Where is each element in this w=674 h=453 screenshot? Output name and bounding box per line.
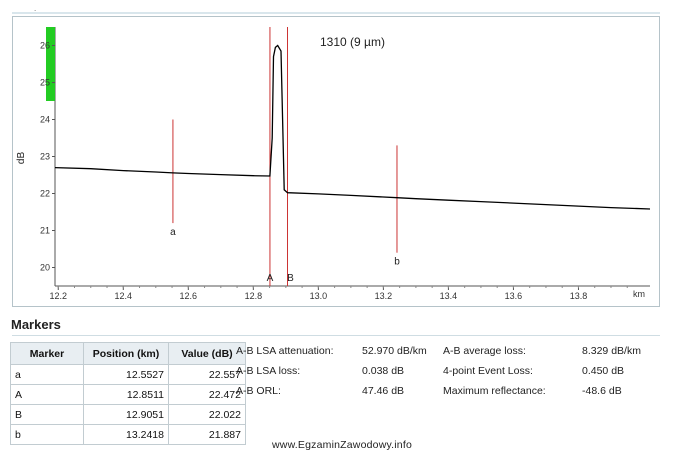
top-marker-dot: . bbox=[34, 4, 37, 13]
value-cell: 22.472 bbox=[168, 384, 246, 405]
stat-value-average-loss: 8.329 dB/km bbox=[582, 345, 641, 357]
x-tick-label: 12.2 bbox=[49, 291, 67, 301]
stat-value-lsa-attenuation: 52.970 dB/km bbox=[362, 345, 427, 357]
plot-frame bbox=[12, 16, 660, 307]
x-tick-label: 13.4 bbox=[440, 291, 458, 301]
y-tick-label: 23 bbox=[40, 152, 50, 162]
x-tick-label: 12.6 bbox=[180, 291, 198, 301]
stat-label-lsa-attenuation: A-B LSA attenuation: bbox=[236, 345, 334, 357]
value-cell: 22.557 bbox=[168, 364, 246, 385]
x-tick-label: 12.8 bbox=[245, 291, 263, 301]
x-tick-label: 13.8 bbox=[570, 291, 588, 301]
stat-label-event-loss: 4-point Event Loss: bbox=[443, 365, 533, 377]
col-position-header: Position (km) bbox=[83, 342, 169, 365]
marker-cell: A bbox=[10, 384, 84, 405]
x-tick-label: 13.2 bbox=[375, 291, 393, 301]
position-cell: 13.2418 bbox=[83, 424, 169, 445]
value-cell: 21.887 bbox=[168, 424, 246, 445]
markers-table: Marker Position (km) Value (dB) a 12.552… bbox=[10, 342, 246, 445]
y-tick-label: 22 bbox=[40, 189, 50, 199]
table-row[interactable]: A 12.8511 22.472 bbox=[10, 384, 246, 405]
y-axis-label: dB bbox=[16, 152, 27, 165]
chart-title: 1310 (9 µm) bbox=[320, 35, 385, 49]
otdr-trace-chart[interactable]: 20 21 22 23 24 25 26 12.2 12.4 12.6 12.8 13.0 13.2 13… bbox=[0, 0, 674, 307]
col-value-header: Value (dB) bbox=[168, 342, 246, 365]
y-tick-label: 25 bbox=[40, 78, 50, 88]
stat-value-lsa-loss: 0.038 dB bbox=[362, 365, 405, 377]
marker-cell: a bbox=[10, 364, 84, 385]
table-row[interactable]: b 13.2418 21.887 bbox=[10, 424, 246, 445]
stat-label-orl: A-B ORL: bbox=[236, 385, 281, 397]
stat-label-max-reflectance: Maximum reflectance: bbox=[443, 385, 546, 397]
table-row[interactable]: a 12.5527 22.557 bbox=[10, 364, 246, 385]
watermark-text: www.EgzaminZawodowy.info bbox=[272, 439, 412, 451]
position-cell: 12.9051 bbox=[83, 404, 169, 425]
table-row[interactable]: B 12.9051 22.022 bbox=[10, 404, 246, 425]
y-tick-label: 24 bbox=[40, 115, 50, 125]
y-tick-label: 21 bbox=[40, 226, 50, 236]
marker-cell: B bbox=[10, 404, 84, 425]
x-tick-label: 13.0 bbox=[310, 291, 328, 301]
markers-divider bbox=[12, 335, 660, 336]
marker-label-A: A bbox=[267, 273, 274, 284]
y-tick-label: 20 bbox=[40, 263, 50, 273]
stat-label-average-loss: A-B average loss: bbox=[443, 345, 526, 357]
y-tick-label: 26 bbox=[40, 41, 50, 51]
top-divider bbox=[12, 12, 660, 14]
marker-cell: b bbox=[10, 424, 84, 445]
trace-line bbox=[54, 44, 651, 210]
marker-label-B: B bbox=[287, 273, 294, 284]
value-cell: 22.022 bbox=[168, 404, 246, 425]
range-indicator-bar bbox=[46, 27, 55, 101]
stat-label-lsa-loss: A-B LSA loss: bbox=[236, 365, 301, 377]
marker-label-a: a bbox=[170, 227, 176, 238]
marker-label-b: b bbox=[394, 257, 400, 268]
position-cell: 12.5527 bbox=[83, 364, 169, 385]
position-cell: 12.8511 bbox=[83, 384, 169, 405]
markers-title: Markers bbox=[11, 317, 61, 332]
stat-value-event-loss: 0.450 dB bbox=[582, 365, 625, 377]
x-axis-unit-label: km bbox=[633, 289, 645, 299]
x-tick-label: 13.6 bbox=[505, 291, 523, 301]
stat-value-orl: 47.46 dB bbox=[362, 385, 405, 397]
col-marker-header: Marker bbox=[10, 342, 84, 365]
x-tick-label: 12.4 bbox=[115, 291, 133, 301]
stat-value-max-reflectance: -48.6 dB bbox=[582, 385, 622, 397]
